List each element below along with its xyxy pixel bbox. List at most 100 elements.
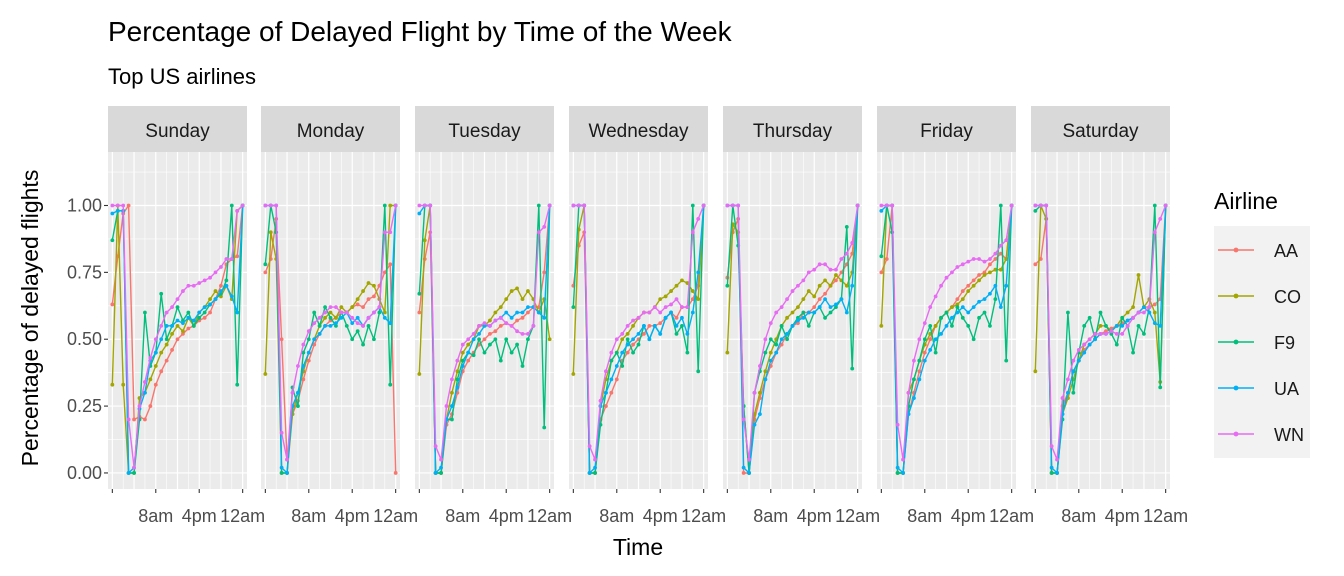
data-point-wn bbox=[296, 364, 300, 368]
data-point-f9 bbox=[774, 342, 779, 347]
data-point-ua bbox=[170, 323, 174, 328]
data-point-wn bbox=[439, 457, 443, 462]
data-point-f9 bbox=[175, 305, 180, 310]
data-point-wn bbox=[444, 404, 449, 408]
facet-strip bbox=[1031, 106, 1170, 152]
data-point-wn bbox=[879, 203, 884, 208]
data-point-wn bbox=[175, 297, 180, 302]
data-point-wn bbox=[944, 275, 949, 280]
data-point-co bbox=[339, 305, 344, 310]
data-point-ua bbox=[796, 318, 800, 323]
data-point-wn bbox=[417, 203, 422, 208]
data-point-ua bbox=[439, 465, 443, 470]
data-point-f9 bbox=[571, 305, 576, 310]
data-point-co bbox=[817, 283, 822, 288]
data-point-ua bbox=[1093, 337, 1097, 342]
data-point-aa bbox=[647, 323, 652, 328]
data-point-f9 bbox=[977, 315, 981, 320]
data-point-f9 bbox=[460, 358, 465, 363]
data-point-ua bbox=[988, 291, 992, 296]
data-point-wn bbox=[164, 310, 169, 315]
data-point-co bbox=[181, 329, 185, 334]
data-point-wn bbox=[922, 321, 927, 326]
data-point-wn bbox=[576, 203, 581, 208]
data-point-aa bbox=[393, 471, 398, 475]
data-point-wn bbox=[181, 289, 185, 293]
data-point-f9 bbox=[834, 305, 838, 310]
data-point-wn bbox=[741, 417, 746, 422]
data-point-wn bbox=[730, 203, 735, 208]
data-point-co bbox=[933, 323, 938, 328]
data-point-aa bbox=[879, 270, 884, 275]
data-point-wn bbox=[625, 323, 630, 328]
data-point-ua bbox=[828, 305, 833, 310]
data-point-co bbox=[361, 289, 365, 293]
data-point-wn bbox=[647, 310, 652, 315]
x-tick-label: 8am bbox=[445, 506, 480, 526]
data-point-wn bbox=[696, 216, 701, 221]
data-point-wn bbox=[906, 390, 911, 395]
data-point-co bbox=[504, 297, 509, 302]
data-point-aa bbox=[382, 270, 387, 275]
data-point-wn bbox=[377, 305, 382, 310]
data-point-wn bbox=[1136, 310, 1141, 315]
data-point-co bbox=[323, 315, 327, 320]
data-point-aa bbox=[306, 358, 311, 363]
data-point-wn bbox=[110, 203, 115, 208]
data-point-f9 bbox=[296, 404, 300, 408]
legend-label-co: CO bbox=[1274, 287, 1301, 307]
data-point-aa bbox=[917, 369, 922, 374]
data-point-wn bbox=[323, 310, 327, 315]
x-tick-label: 4pm bbox=[335, 506, 370, 526]
data-point-f9 bbox=[993, 297, 998, 302]
facet-strip-label: Thursday bbox=[753, 121, 833, 142]
data-point-f9 bbox=[450, 417, 454, 422]
data-point-co bbox=[631, 323, 635, 328]
data-point-f9 bbox=[614, 350, 619, 355]
data-point-aa bbox=[132, 417, 136, 422]
data-point-f9 bbox=[1033, 208, 1038, 213]
data-point-co bbox=[828, 283, 833, 288]
data-point-wn bbox=[785, 297, 789, 302]
data-point-wn bbox=[202, 278, 207, 283]
legend-label-wn: WN bbox=[1274, 425, 1304, 445]
data-point-aa bbox=[839, 270, 844, 275]
data-point-f9 bbox=[526, 337, 530, 342]
data-point-f9 bbox=[917, 358, 922, 363]
data-point-co bbox=[674, 283, 679, 288]
data-point-aa bbox=[971, 278, 976, 283]
data-point-co bbox=[768, 350, 773, 355]
data-point-f9 bbox=[844, 224, 849, 229]
data-point-f9 bbox=[768, 337, 773, 342]
data-point-co bbox=[509, 289, 514, 293]
data-point-ua bbox=[471, 337, 476, 342]
data-point-ua bbox=[1087, 342, 1092, 347]
data-point-f9 bbox=[1136, 323, 1141, 328]
data-point-co bbox=[388, 203, 393, 208]
data-point-ua bbox=[1076, 358, 1081, 363]
data-point-ua bbox=[1114, 323, 1119, 328]
data-point-f9 bbox=[1142, 331, 1146, 336]
y-tick-label: 1.00 bbox=[67, 195, 102, 215]
data-point-wn bbox=[279, 430, 284, 435]
data-point-f9 bbox=[895, 471, 900, 475]
data-point-ua bbox=[450, 404, 454, 408]
data-point-aa bbox=[642, 331, 646, 336]
data-point-ua bbox=[1142, 305, 1146, 310]
x-tick-label: 12am bbox=[373, 506, 418, 526]
facet-strip-label: Wednesday bbox=[589, 121, 689, 142]
data-point-wn bbox=[834, 267, 838, 272]
data-point-co bbox=[998, 267, 1003, 272]
data-point-wn bbox=[636, 315, 641, 320]
data-point-aa bbox=[977, 273, 981, 277]
facet-strip-label: Tuesday bbox=[448, 121, 521, 142]
data-point-f9 bbox=[1066, 310, 1070, 315]
data-point-wn bbox=[366, 315, 371, 320]
data-point-ua bbox=[879, 208, 884, 213]
data-point-ua bbox=[625, 342, 630, 347]
data-point-wn bbox=[890, 203, 895, 208]
data-point-aa bbox=[279, 337, 284, 342]
data-point-ua bbox=[741, 465, 746, 470]
data-point-f9 bbox=[520, 364, 525, 368]
